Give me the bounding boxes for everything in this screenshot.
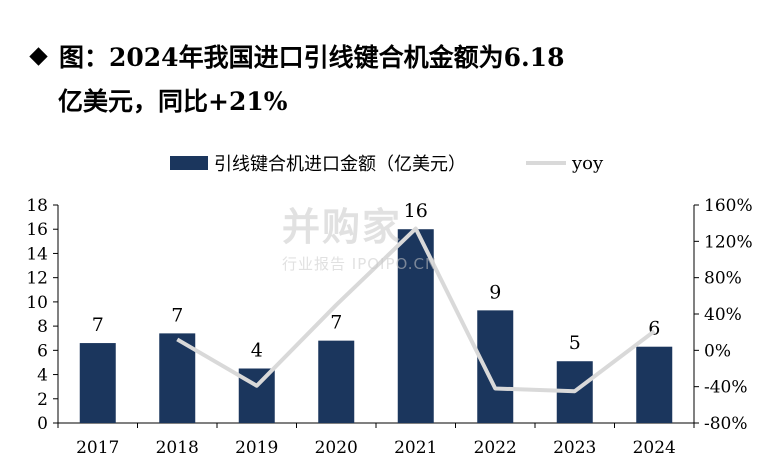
y-left-tick-label: 12: [26, 269, 48, 289]
y-left-tick-label: 18: [26, 196, 48, 216]
bar-data-label: 7: [330, 312, 342, 334]
bar: [79, 343, 116, 423]
bar: [397, 229, 434, 423]
bar-data-label: 7: [171, 304, 183, 326]
x-tick-label: 2024: [633, 438, 676, 458]
bar-data-label: 7: [92, 314, 104, 336]
y-left-tick-label: 16: [26, 220, 48, 240]
chart-title-line1: 图：2024年我国进口引线键合机金额为6.18: [29, 42, 565, 74]
watermark-sub: 行业报告 IPOIPO.CN: [282, 255, 438, 273]
y-right-tick-label: 0%: [704, 341, 731, 361]
y-right-tick-label: 80%: [704, 269, 742, 289]
x-tick-label: 2021: [394, 438, 437, 458]
legend-bar-label: 引线键合机进口金额（亿美元）: [214, 154, 466, 175]
bar-data-label: 5: [569, 332, 581, 354]
chart-title-line2: 亿美元，同比+21%: [58, 87, 288, 116]
x-tick-label: 2019: [235, 438, 278, 458]
x-tick-label: 2018: [156, 438, 199, 458]
y-left-tick-label: 10: [26, 293, 48, 313]
watermark-main: 并购家: [282, 205, 403, 249]
y-left-tick-label: 6: [37, 341, 48, 361]
y-left-tick-label: 0: [37, 414, 48, 434]
x-tick-label: 2017: [76, 438, 119, 458]
bar-data-label: 4: [251, 340, 263, 362]
y-left-tick-label: 2: [37, 390, 48, 410]
bar-data-label: 9: [489, 281, 501, 303]
y-right-tick-label: -80%: [704, 414, 748, 434]
legend-line-swatch: [526, 161, 566, 165]
y-left-tick-label: 4: [37, 366, 48, 386]
y-left-tick-label: 14: [26, 244, 48, 264]
bar: [636, 346, 673, 423]
x-tick-label: 2022: [474, 438, 517, 458]
yoy-line: [176, 226, 656, 394]
y-right-tick-label: -40%: [704, 378, 748, 398]
watermark: 并购家 行业报告 IPOIPO.CN: [282, 196, 437, 274]
legend-bar-swatch: [170, 156, 208, 170]
bar-data-label: 16: [404, 200, 428, 222]
legend-line-label: yoy: [572, 152, 604, 174]
title-text: 图：2024年我国进口引线键合机金额为6.18: [59, 43, 565, 72]
y-left-tick-label: 8: [37, 317, 48, 337]
legend: 引线键合机进口金额（亿美元） yoy: [170, 150, 603, 176]
y-right-tick-label: 120%: [704, 232, 753, 252]
y-right-tick-label: 40%: [704, 305, 742, 325]
y-right-tick-label: 160%: [704, 196, 753, 216]
x-tick-label: 2020: [315, 438, 358, 458]
x-tick-label: 2023: [553, 438, 596, 458]
bar: [318, 340, 355, 423]
